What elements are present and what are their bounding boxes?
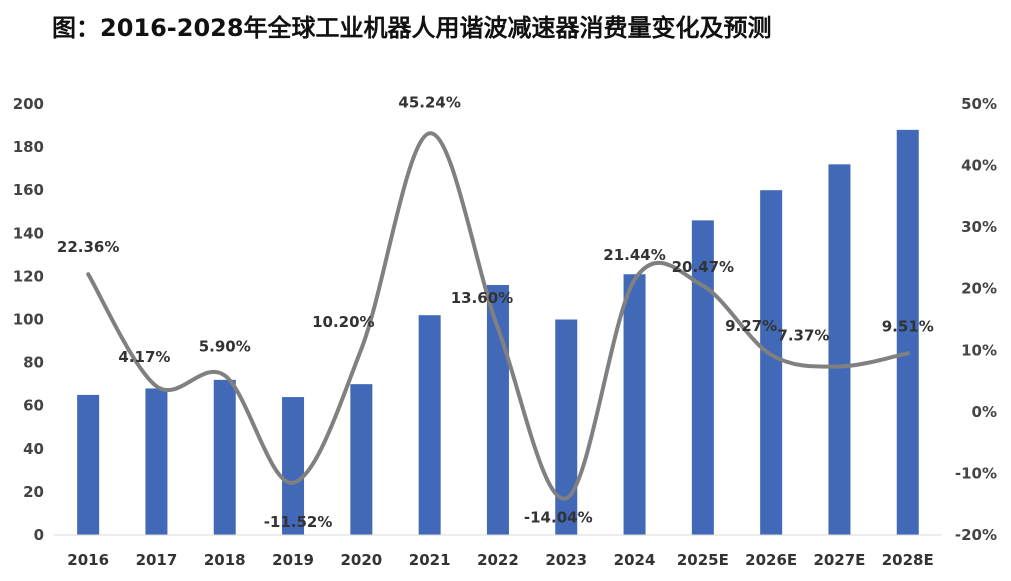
bar [896,129,919,536]
x-tick-label: 2017 [136,551,178,569]
y-right-tick: 50% [961,95,997,113]
x-tick-label: 2019 [272,551,314,569]
data-label: 13.60% [451,289,513,307]
y-right-tick: 20% [961,280,997,298]
y-left-tick: 40 [23,440,44,458]
x-tick-label: 2021 [409,551,451,569]
y-left-tick: 20 [23,483,44,501]
bar [145,388,168,535]
x-tick-label: 2023 [545,551,587,569]
x-tick-label: 2024 [614,551,656,569]
x-tick-label: 2025E [677,551,729,569]
x-tick-label: 2027E [813,551,865,569]
y-left-tick: 60 [23,397,44,415]
data-label: 5.90% [199,338,251,356]
bar [350,384,373,535]
bar [77,394,100,535]
y-left-tick: 120 [13,267,44,285]
y-left-tick: 0 [34,526,44,544]
y-right-tick: 30% [961,218,997,236]
y-left-tick: 180 [13,138,44,156]
y-left-tick: 160 [13,181,44,199]
data-label: 9.51% [882,317,934,335]
data-label: 4.17% [118,348,170,366]
growth-rate-line [86,131,910,501]
x-tick-label: 2016 [67,551,109,569]
bar [828,164,851,535]
x-tick-label: 2018 [204,551,246,569]
x-tick-label: 2020 [340,551,382,569]
y-left-tick: 100 [13,311,44,329]
bar [691,220,714,535]
y-left-tick: 200 [13,95,44,113]
y-right-tick: 40% [961,157,997,175]
data-label: 45.24% [398,93,460,111]
chart-title: 图：2016-2028年全球工业机器人用谐波减速器消费量变化及预测 [52,14,772,42]
y-left-tick: 140 [13,224,44,242]
y-right-tick: -20% [955,526,997,544]
data-label: 7.37% [777,326,829,344]
data-label: 9.27% [725,317,777,335]
data-label: -14.04% [524,508,593,526]
data-label: 22.36% [57,238,119,256]
bar [282,397,305,535]
data-label: 20.47% [672,258,734,276]
bar [760,190,783,535]
x-tick-label: 2028E [882,551,934,569]
data-label: 10.20% [312,313,374,331]
bar [623,274,646,535]
bar [555,319,578,535]
y-right-tick: 0% [972,403,997,421]
x-tick-label: 2026E [745,551,797,569]
y-left-tick: 80 [23,354,44,372]
data-label: -11.52% [264,513,333,531]
y-right-tick: 10% [961,341,997,359]
data-label: 21.44% [603,246,665,264]
x-tick-label: 2022 [477,551,519,569]
y-right-tick: -10% [955,464,997,482]
bar [418,315,441,535]
bar [213,379,236,535]
